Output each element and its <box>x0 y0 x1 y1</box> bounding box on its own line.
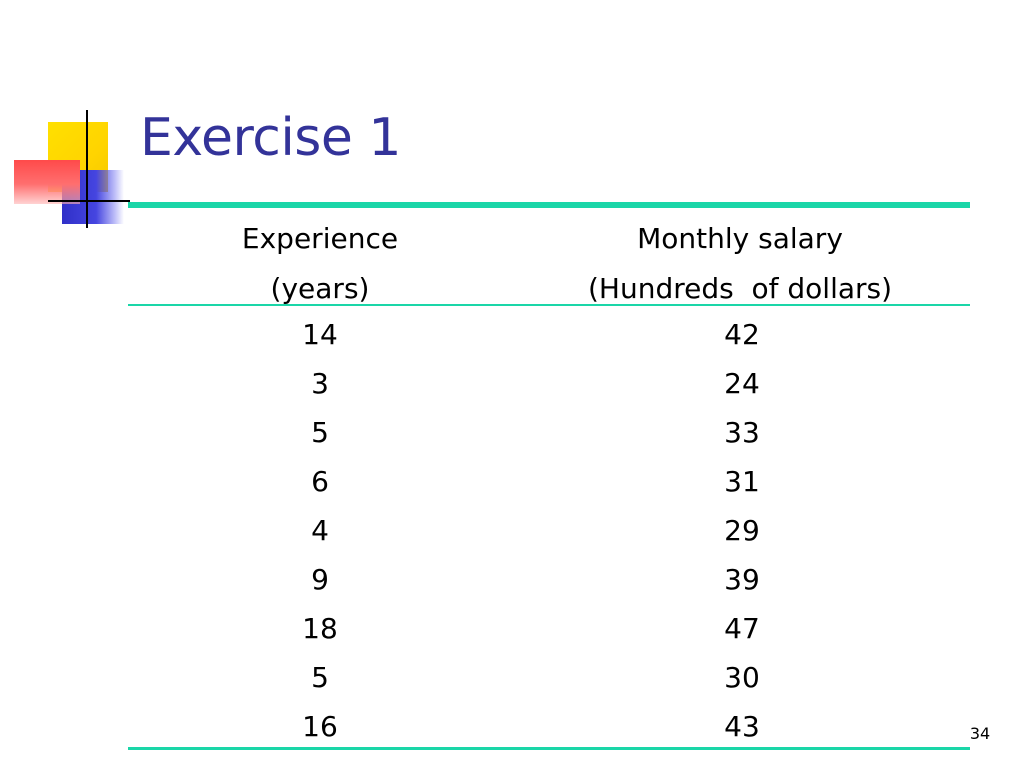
salary-cell: 39 <box>724 563 760 596</box>
salary-cell: 29 <box>724 514 760 547</box>
column-header-salary: Monthly salary (Hundreds of dollars) <box>540 214 940 314</box>
salary-cell: 30 <box>724 661 760 694</box>
experience-cell: 6 <box>311 465 329 498</box>
column-header-line: (years) <box>270 272 370 305</box>
column-header-line: Monthly salary <box>637 222 843 255</box>
salary-cell: 42 <box>724 318 760 351</box>
experience-cell: 14 <box>302 318 338 351</box>
column-header-line: (Hundreds of dollars) <box>587 272 893 305</box>
table-row: 6 31 <box>0 457 1024 506</box>
salary-cell: 31 <box>724 465 760 498</box>
experience-cell: 18 <box>302 612 338 645</box>
salary-cell: 43 <box>724 710 760 743</box>
column-header-line: Experience <box>241 222 399 255</box>
column-header-experience: Experience (years) <box>200 214 440 314</box>
table-row: 18 47 <box>0 604 1024 653</box>
salary-cell: 47 <box>724 612 760 645</box>
table-row: 16 43 <box>0 702 1024 751</box>
slide-title: Exercise 1 <box>140 108 402 168</box>
title-divider <box>128 202 970 208</box>
table-row: 5 30 <box>0 653 1024 702</box>
salary-cell: 33 <box>724 416 760 449</box>
salary-cell: 24 <box>724 367 760 400</box>
table-row: 4 29 <box>0 506 1024 555</box>
experience-cell: 9 <box>311 563 329 596</box>
experience-cell: 4 <box>311 514 329 547</box>
table-row: 9 39 <box>0 555 1024 604</box>
logo-horizontal-line <box>48 200 130 202</box>
table-row: 5 33 <box>0 408 1024 457</box>
logo-vertical-line <box>86 110 88 228</box>
experience-cell: 16 <box>302 710 338 743</box>
page-number: 34 <box>969 724 991 743</box>
table-body: 14 42 3 24 5 33 6 31 4 29 9 39 18 47 5 3 <box>0 310 1024 751</box>
table-row: 3 24 <box>0 359 1024 408</box>
table-bottom-divider <box>128 747 970 750</box>
experience-cell: 5 <box>311 661 329 694</box>
red-square <box>14 160 80 204</box>
table-row: 14 42 <box>0 310 1024 359</box>
experience-cell: 5 <box>311 416 329 449</box>
header-divider <box>128 304 970 306</box>
experience-cell: 3 <box>311 367 329 400</box>
decorative-squares-logo <box>0 0 140 240</box>
